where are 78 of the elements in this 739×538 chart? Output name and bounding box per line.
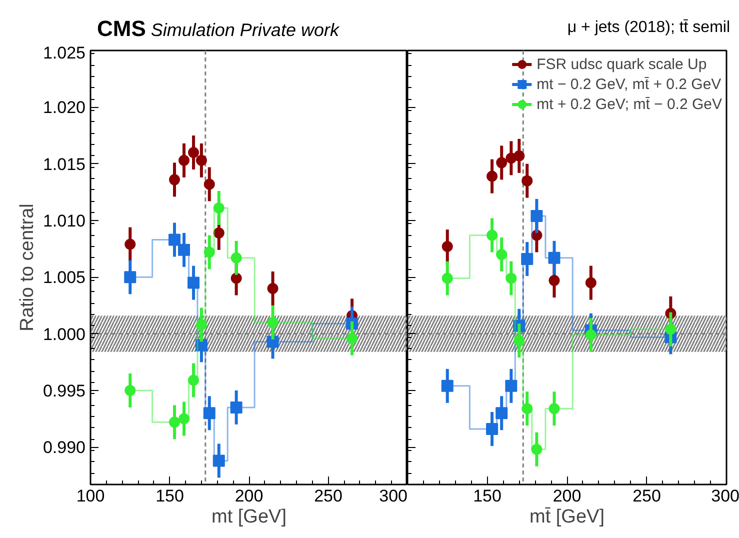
x-tick-label: 200 xyxy=(234,486,264,506)
point xyxy=(124,271,136,284)
point xyxy=(548,252,560,264)
point xyxy=(204,246,215,258)
y-tick-label: 1.005 xyxy=(42,268,86,288)
point xyxy=(585,277,596,288)
point xyxy=(548,403,560,414)
point xyxy=(514,335,525,346)
chart-title: CMS xyxy=(97,16,146,41)
y-tick-label: 1.025 xyxy=(42,44,86,62)
point xyxy=(506,272,517,284)
point xyxy=(486,422,498,435)
x-tick-label: 300 xyxy=(711,486,739,506)
point xyxy=(203,407,216,420)
point xyxy=(441,380,454,392)
y-tick-label: 0.995 xyxy=(42,381,86,400)
point xyxy=(169,174,180,186)
point xyxy=(188,374,200,386)
point xyxy=(522,175,533,186)
point xyxy=(585,329,596,340)
point xyxy=(178,413,190,424)
chart-subtitle: Simulation Private work xyxy=(150,20,339,40)
point xyxy=(496,248,508,260)
point xyxy=(530,210,543,222)
point xyxy=(522,403,533,414)
point xyxy=(514,150,525,162)
point xyxy=(178,244,190,256)
point xyxy=(188,276,200,289)
x-tick-label: 200 xyxy=(552,486,582,506)
x-tick-label: 300 xyxy=(379,486,408,506)
x-tick-label: 100 xyxy=(76,486,105,506)
x-tick-label: 250 xyxy=(632,486,661,506)
point xyxy=(178,154,190,166)
legend-label: FSR udsc quark scale Up xyxy=(536,55,707,73)
y-axis-title: Ratio to central xyxy=(16,204,38,332)
x-tick-label: 150 xyxy=(156,486,184,506)
text: μ + jets (2018); tt̄ semil xyxy=(567,19,730,36)
point xyxy=(230,252,242,264)
legend-label: mt − 0.2 GeV, mt̄ + 0.2 GeV xyxy=(536,75,722,93)
legend-label: mt + 0.2 GeV; mt̄ − 0.2 GeV xyxy=(536,95,722,113)
y-tick-label: 1.000 xyxy=(42,324,86,344)
point xyxy=(486,230,498,241)
x-tick-label: 150 xyxy=(473,486,502,506)
point xyxy=(230,401,242,414)
point xyxy=(267,282,278,294)
point xyxy=(496,407,508,420)
point xyxy=(212,454,225,467)
point xyxy=(548,275,560,286)
x-axis-title: mt̄ [GeV] xyxy=(530,506,604,528)
point xyxy=(496,157,508,168)
point xyxy=(442,272,453,284)
point xyxy=(196,154,207,166)
y-tick-label: 1.010 xyxy=(42,211,86,230)
point xyxy=(266,336,279,348)
point xyxy=(230,272,242,284)
point xyxy=(213,202,224,214)
point xyxy=(442,241,453,252)
y-tick-label: 1.015 xyxy=(42,154,86,174)
point xyxy=(188,146,200,158)
point xyxy=(196,319,207,330)
point xyxy=(486,170,498,182)
point xyxy=(168,234,181,246)
point xyxy=(124,238,136,250)
point xyxy=(505,380,518,392)
point xyxy=(531,444,542,455)
point xyxy=(213,227,224,238)
point xyxy=(195,339,208,352)
point xyxy=(124,384,136,396)
point xyxy=(346,332,358,344)
x-tick-label: 250 xyxy=(314,486,342,506)
point xyxy=(204,178,215,190)
point xyxy=(665,324,676,335)
x-axis-title: mt [GeV] xyxy=(212,506,286,528)
y-tick-label: 0.990 xyxy=(42,438,86,458)
point xyxy=(267,316,278,328)
y-tick-label: 1.020 xyxy=(42,98,86,118)
point xyxy=(521,253,534,265)
point xyxy=(169,416,180,428)
